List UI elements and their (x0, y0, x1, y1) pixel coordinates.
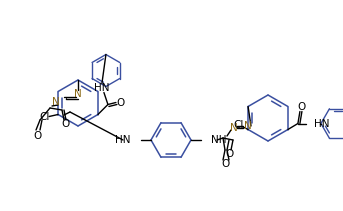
Text: O: O (225, 149, 233, 159)
Text: Cl: Cl (39, 111, 49, 122)
Text: N: N (230, 123, 238, 133)
Text: N: N (52, 97, 60, 107)
Text: N: N (74, 89, 82, 99)
Text: HN: HN (314, 119, 329, 128)
Text: O: O (222, 159, 230, 169)
Text: HN: HN (94, 83, 110, 92)
Text: O: O (61, 119, 69, 129)
Text: N: N (244, 121, 252, 131)
Text: O: O (34, 131, 42, 141)
Text: ’: ’ (64, 97, 67, 107)
Text: O: O (117, 97, 125, 107)
Text: Cl: Cl (233, 120, 243, 130)
Text: NH: NH (211, 135, 226, 145)
Text: O: O (298, 101, 306, 111)
Text: HN: HN (116, 135, 131, 145)
